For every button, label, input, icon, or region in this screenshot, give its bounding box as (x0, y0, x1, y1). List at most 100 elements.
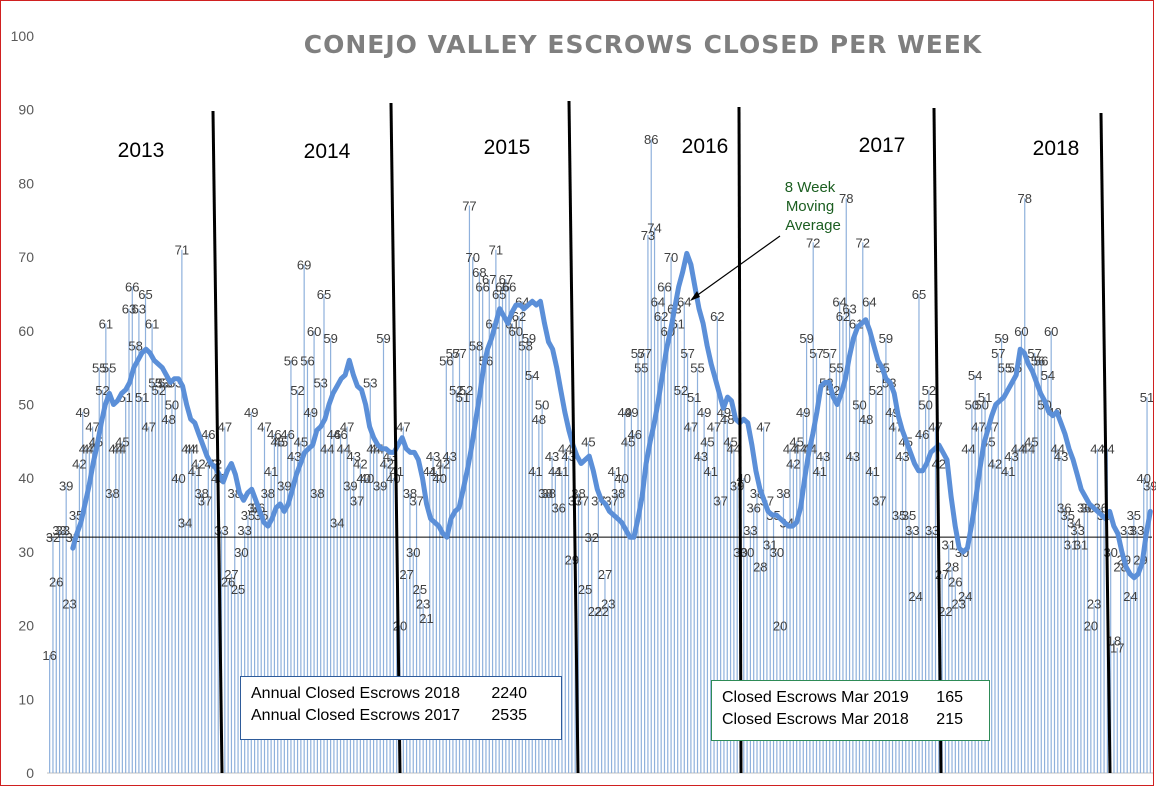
data-label: 33 (1130, 523, 1144, 538)
bar (544, 492, 547, 773)
data-label: 64 (832, 294, 846, 309)
bar (819, 470, 821, 773)
bar (1136, 529, 1138, 773)
data-label: 51 (687, 390, 701, 405)
bar (128, 308, 130, 773)
data-label: 38 (310, 486, 324, 501)
bar (885, 338, 887, 773)
bar (389, 456, 391, 773)
data-label: 39 (1143, 479, 1156, 494)
bar (663, 286, 666, 773)
bar (875, 389, 877, 773)
bar (726, 419, 728, 773)
data-label: 46 (201, 427, 215, 442)
bar (994, 463, 996, 773)
data-label: 51 (456, 390, 470, 405)
data-label: 49 (624, 405, 638, 420)
bar (805, 338, 808, 773)
bar (498, 293, 500, 773)
bar (802, 411, 804, 773)
bar (310, 411, 312, 773)
bar (690, 426, 692, 773)
data-label: 45 (294, 434, 308, 449)
bar (577, 492, 580, 773)
annotation-line: Average (785, 217, 841, 234)
data-label: 52 (869, 383, 883, 398)
data-label: 53 (363, 375, 377, 390)
y-tick-label: 20 (18, 618, 34, 634)
bar (1027, 448, 1029, 773)
data-label: 49 (304, 405, 318, 420)
data-label: 44 (337, 442, 351, 457)
bar (501, 286, 504, 773)
bar (300, 441, 302, 773)
bar (406, 574, 408, 773)
summary-value: 2535 (491, 707, 527, 724)
data-label: 34 (178, 515, 192, 530)
bar (796, 441, 798, 773)
bar (736, 485, 738, 773)
bar (267, 492, 269, 773)
bar (525, 345, 527, 773)
data-label: 18 (1107, 633, 1121, 648)
data-label: 55 (92, 361, 106, 376)
year-label: 2014 (304, 140, 351, 163)
data-label: 55 (690, 361, 704, 376)
year-label: 2018 (1033, 137, 1080, 160)
y-axis: 0 10 20 30 40 50 60 70 80 90 100 (11, 28, 35, 781)
bar (472, 257, 474, 774)
data-label: 41 (1001, 464, 1015, 479)
bar (822, 456, 824, 773)
bar (346, 426, 348, 773)
bar (72, 537, 74, 773)
data-label: 67 (482, 272, 496, 287)
bar (951, 566, 953, 773)
annotation-arrow (691, 235, 781, 300)
data-label: 25 (231, 582, 245, 597)
data-label: 41 (423, 464, 437, 479)
data-label: 60 (508, 324, 522, 339)
data-label: 58 (128, 339, 142, 354)
bar (610, 500, 613, 773)
bar (280, 441, 282, 773)
data-label: 41 (548, 464, 562, 479)
data-label: 25 (413, 582, 427, 597)
bar (587, 441, 590, 773)
bar (1067, 515, 1069, 773)
bar (789, 448, 791, 773)
bar (330, 338, 332, 773)
bar (627, 441, 629, 773)
data-label: 16 (42, 648, 56, 663)
data-label: 59 (323, 331, 337, 346)
bar (148, 426, 150, 773)
data-label: 52 (151, 383, 165, 398)
bar (981, 404, 983, 773)
bar (911, 529, 913, 773)
data-label: 41 (608, 464, 622, 479)
data-label: 33 (237, 523, 251, 538)
y-tick-label: 100 (11, 28, 35, 44)
data-label: 68 (472, 265, 486, 280)
data-label: 38 (611, 486, 625, 501)
data-label: 86 (644, 132, 658, 147)
bar (111, 492, 114, 773)
data-label: 42 (786, 456, 800, 471)
data-label: 44 (783, 442, 797, 457)
data-label: 45 (115, 434, 129, 449)
bar (68, 603, 71, 773)
data-label: 21 (419, 611, 433, 626)
data-label: 22 (938, 604, 952, 619)
bar (161, 382, 163, 773)
bar (1060, 456, 1062, 773)
bar (1116, 647, 1118, 773)
bar (277, 441, 279, 773)
y-tick-label: 40 (18, 470, 34, 486)
bar (1126, 529, 1128, 773)
data-label: 55 (634, 361, 648, 376)
bar (1001, 338, 1003, 773)
bar (363, 478, 365, 773)
summary-row: Annual Closed Escrows 2017 2535 (251, 705, 551, 727)
data-label: 57 (822, 346, 836, 361)
bar (733, 448, 735, 773)
data-label: 57 (637, 346, 651, 361)
